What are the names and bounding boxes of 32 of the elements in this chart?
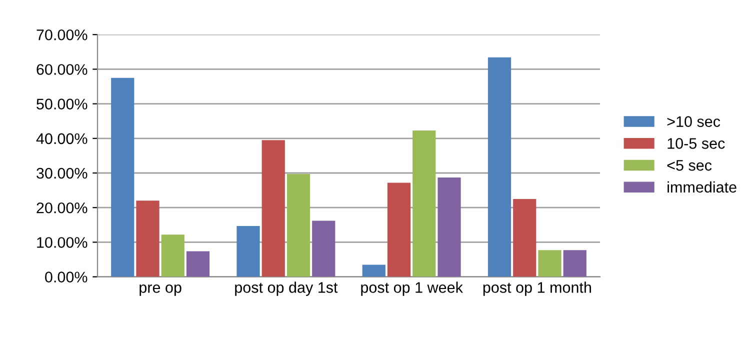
x-tick-label: post op 1 week <box>361 282 463 296</box>
y-tick-label: 0.00% <box>45 272 88 282</box>
bar <box>488 57 512 277</box>
legend-label: >10 sec <box>667 116 720 127</box>
x-tick-label: post op day 1st <box>235 282 338 296</box>
y-tick-label: 20.00% <box>36 202 88 214</box>
bar <box>412 130 436 277</box>
y-tick-label: 40.00% <box>36 133 88 144</box>
bar <box>563 250 586 277</box>
bar <box>513 198 536 277</box>
y-tick-label: 10.00% <box>37 237 88 248</box>
y-tick-label: 70.00% <box>36 29 88 40</box>
legend-label: 10-5 sec <box>668 138 725 149</box>
y-tick-label: 50.00% <box>36 98 88 110</box>
bar <box>362 264 386 277</box>
legend-label: immediate <box>668 181 736 193</box>
bar <box>312 220 336 277</box>
y-tick-label: 30.00% <box>36 168 88 179</box>
bar <box>286 174 310 277</box>
bar <box>111 78 134 277</box>
bar <box>161 234 184 277</box>
bar <box>262 140 285 277</box>
bar <box>186 251 210 277</box>
bar <box>387 182 411 277</box>
bar <box>438 178 461 277</box>
bar <box>136 200 160 277</box>
y-tick-label: 60.00% <box>36 64 88 75</box>
bar <box>236 226 260 277</box>
legend-label: <5 sec <box>667 160 712 171</box>
x-tick-label: pre op <box>140 284 182 296</box>
bar <box>538 250 562 277</box>
x-tick-label: post op 1 month <box>483 282 591 296</box>
